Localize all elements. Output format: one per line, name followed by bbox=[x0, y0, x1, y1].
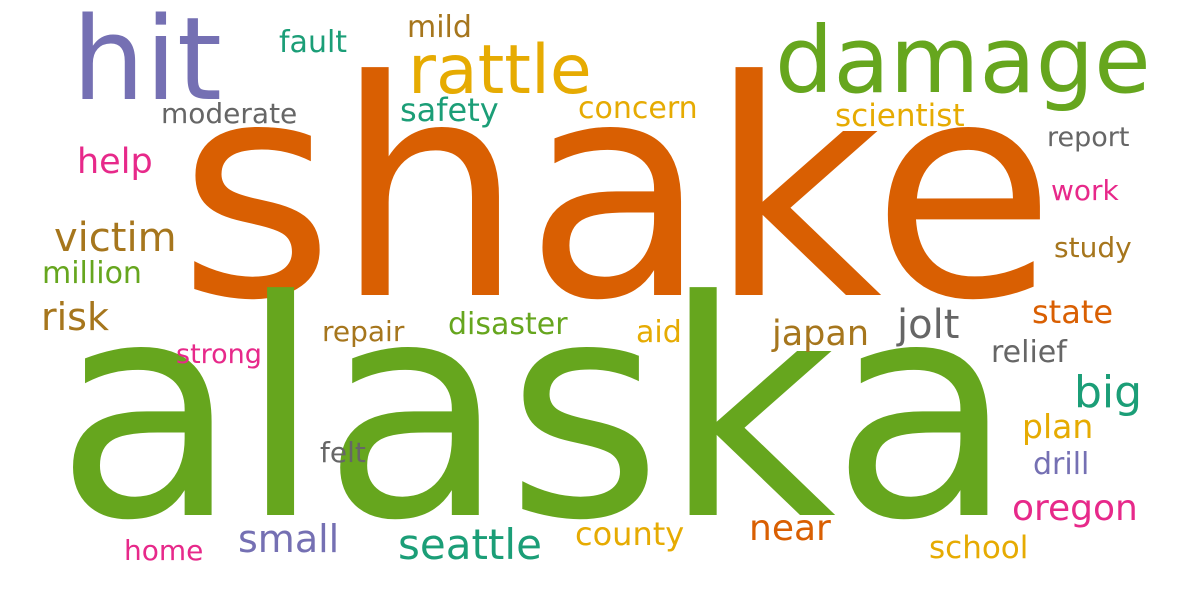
word-mild: mild bbox=[407, 10, 472, 45]
word-fault: fault bbox=[279, 25, 348, 60]
word-aid: aid bbox=[636, 315, 682, 350]
word-moderate: moderate bbox=[161, 97, 298, 130]
word-county: county bbox=[575, 515, 685, 553]
word-near: near bbox=[749, 508, 831, 549]
word-seattle: seattle bbox=[398, 520, 542, 569]
word-state: state bbox=[1032, 293, 1114, 331]
word-strong: strong bbox=[176, 339, 262, 370]
word-big: big bbox=[1074, 367, 1143, 418]
word-safety: safety bbox=[400, 91, 499, 129]
word-million: million bbox=[42, 256, 142, 291]
word-home: home bbox=[124, 534, 204, 567]
word-small: small bbox=[238, 517, 340, 561]
word-disaster: disaster bbox=[448, 307, 568, 342]
word-work: work bbox=[1051, 174, 1119, 207]
word-scientist: scientist bbox=[835, 98, 965, 134]
word-drill: drill bbox=[1033, 447, 1090, 482]
word-felt: felt bbox=[320, 436, 366, 469]
word-victim: victim bbox=[54, 215, 177, 261]
word-rattle: rattle bbox=[408, 31, 592, 110]
word-repair: repair bbox=[322, 315, 405, 348]
word-relief: relief bbox=[991, 335, 1067, 370]
word-damage: damage bbox=[775, 7, 1151, 114]
word-shake: shake bbox=[178, 17, 1056, 366]
word-plan: plan bbox=[1022, 407, 1094, 446]
word-report: report bbox=[1047, 122, 1130, 153]
word-study: study bbox=[1054, 231, 1132, 264]
word-hit: hit bbox=[72, 0, 222, 127]
word-help: help bbox=[77, 142, 153, 182]
word-oregon: oregon bbox=[1012, 488, 1138, 529]
word-risk: risk bbox=[41, 295, 109, 339]
word-alaska: alaska bbox=[55, 237, 1015, 586]
word-japan: japan bbox=[772, 314, 870, 354]
word-jolt: jolt bbox=[897, 302, 960, 348]
word-school: school bbox=[929, 530, 1029, 566]
word-concern: concern bbox=[578, 91, 698, 126]
